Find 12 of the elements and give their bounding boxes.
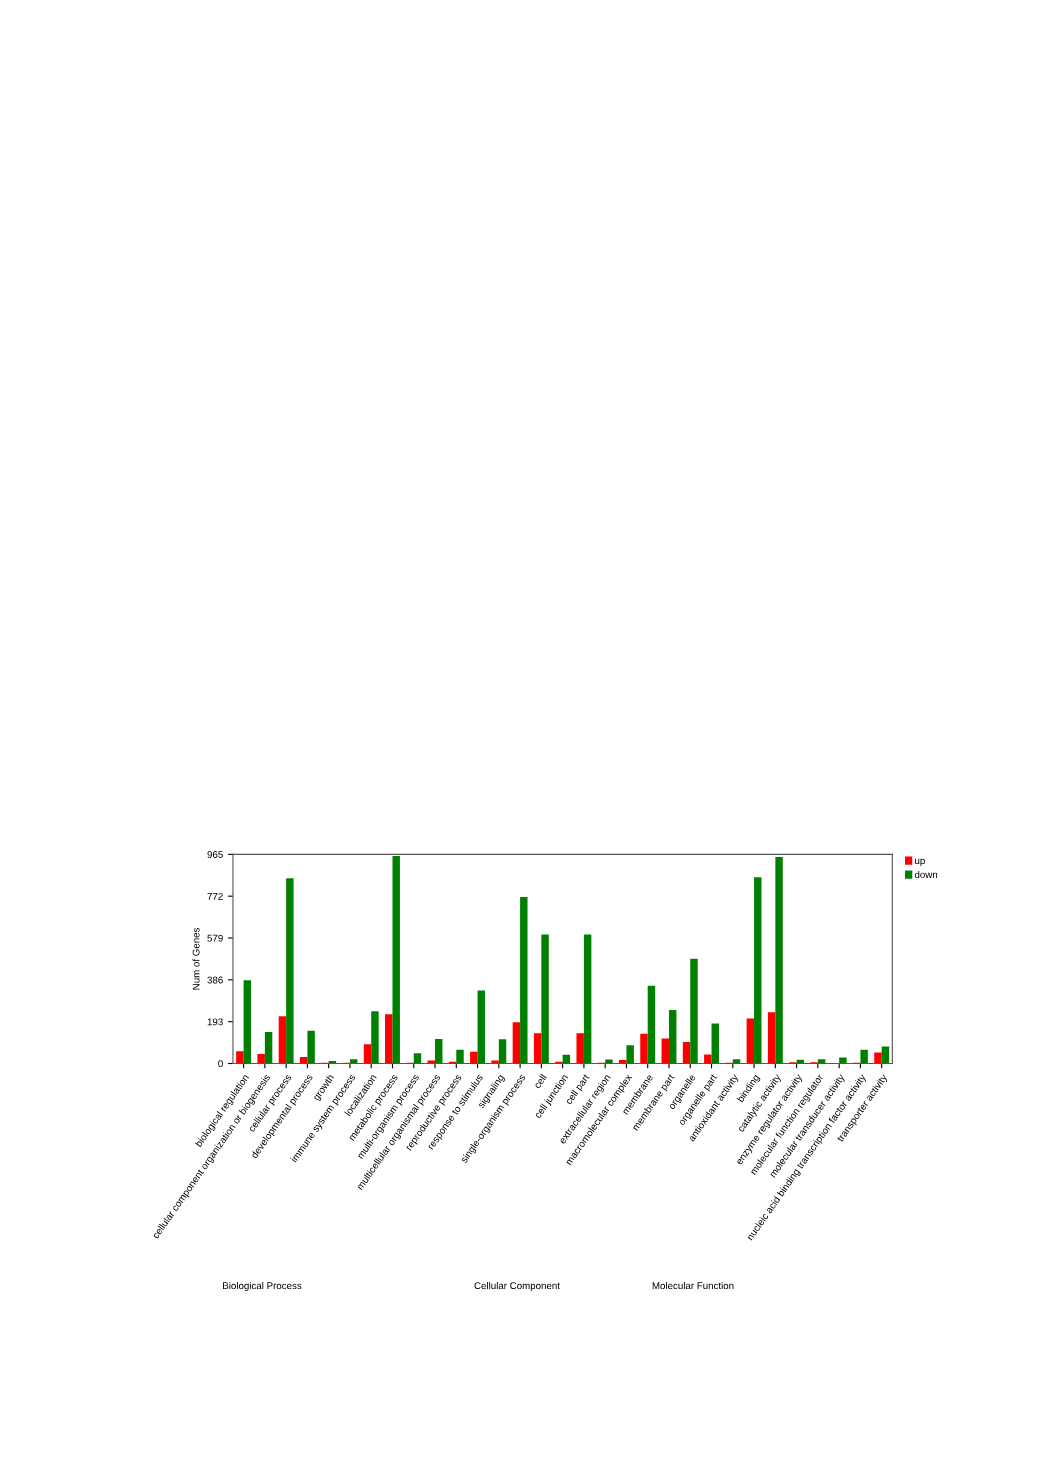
legend-label: up bbox=[915, 858, 925, 867]
y-tick-label: 579 bbox=[207, 934, 223, 942]
y-tick-label: 772 bbox=[207, 892, 223, 900]
y-axis-title: Num of Genes bbox=[192, 927, 200, 990]
text: Biological Process bbox=[223, 1281, 302, 1292]
y-tick-label: 193 bbox=[207, 1018, 223, 1026]
legend-label: down bbox=[914, 870, 938, 879]
y-tick-label: 386 bbox=[207, 976, 223, 984]
text: Molecular Function bbox=[652, 1281, 734, 1290]
y-tick-label: 0 bbox=[218, 1060, 223, 1068]
y-tick-label: 965 bbox=[207, 851, 223, 858]
text: Cellular Component bbox=[474, 1281, 560, 1292]
